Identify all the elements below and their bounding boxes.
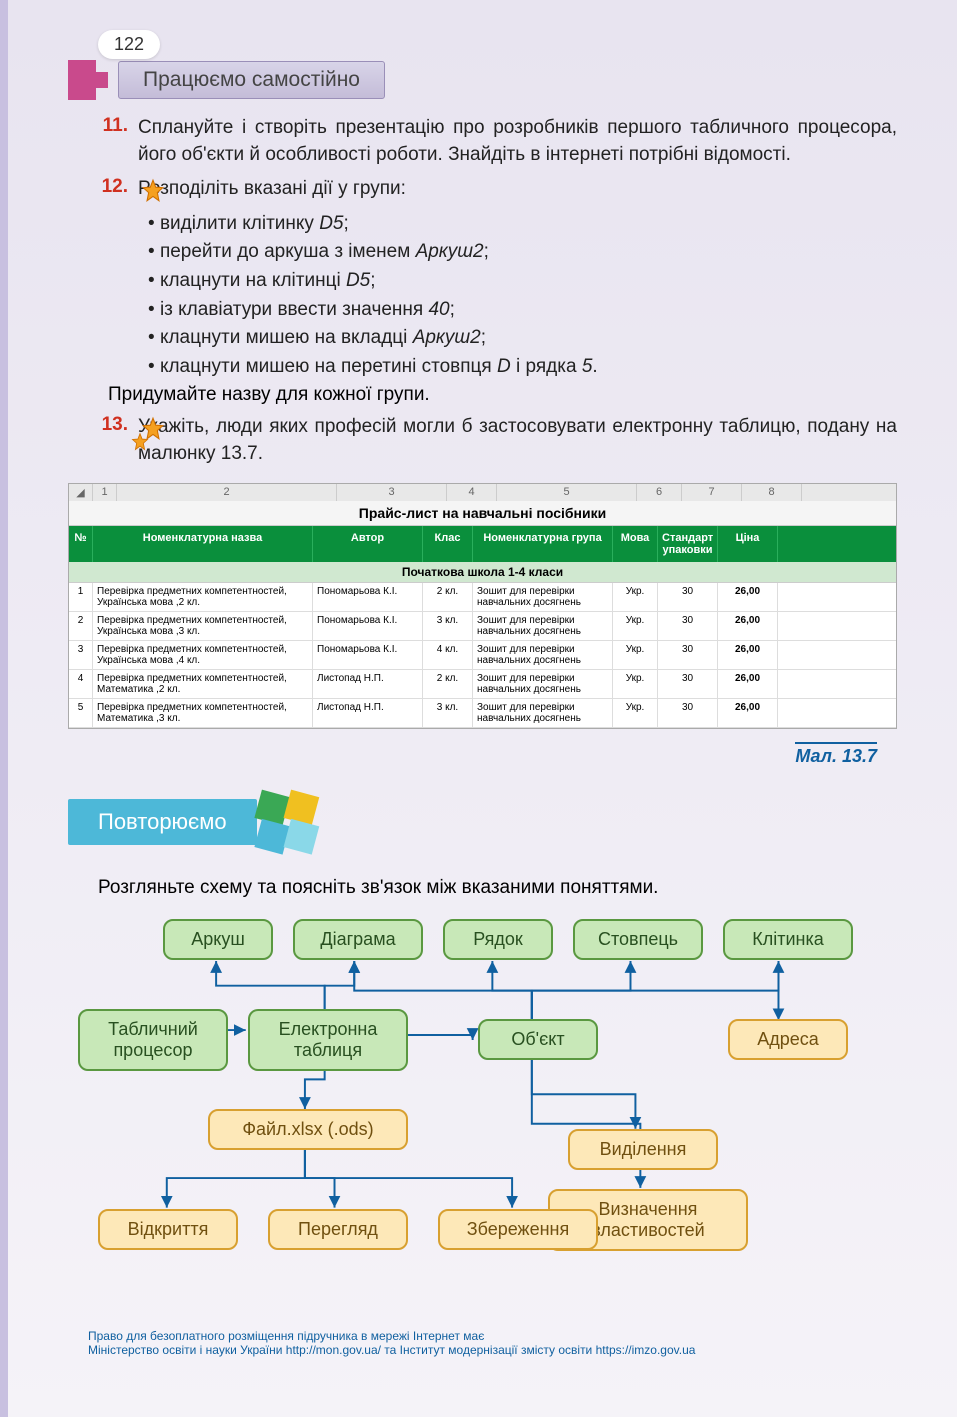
diagram-node-arkush: Аркуш	[163, 919, 273, 960]
diagram-node-etable: Електронна таблиця	[248, 1009, 408, 1071]
puzzle-colored-icon	[252, 787, 322, 857]
star-icon	[130, 432, 150, 452]
diagram-node-obekt: Об'єкт	[478, 1019, 598, 1060]
task-intro: Розподіліть вказані дії у групи:	[138, 176, 897, 203]
spreadsheet-title: Прайс-лист на навчальні посібники	[69, 501, 896, 526]
diagram-node-vydil: Виділення	[568, 1129, 718, 1170]
task-11: 11. Сплануйте і створіть презентацію про…	[98, 115, 897, 168]
bullet-item: клацнути мишею на перетині стовпця D і р…	[148, 354, 897, 381]
diagram-node-adresa: Адреса	[728, 1019, 848, 1060]
page-number: 122	[98, 30, 160, 59]
diagram-node-vidkr: Відкриття	[98, 1209, 238, 1250]
task-number: 12.	[98, 176, 138, 198]
diagram-node-ryadok: Рядок	[443, 919, 553, 960]
diagram-node-file: Файл.xlsx (.ods)	[208, 1109, 408, 1150]
star-icon	[140, 178, 166, 204]
task-12: 12. Розподіліть вказані дії у групи:	[98, 176, 897, 203]
diagram-node-zber: Збереження	[438, 1209, 598, 1250]
section-2-title: Повторюємо	[68, 799, 257, 845]
section-2-intro: Розгляньте схему та поясніть зв'язок між…	[98, 877, 897, 899]
column-letters: ◢ 1 2 3 4 5 6 7 8	[69, 484, 896, 501]
spreadsheet-header: № Номенклатурна назва Автор Клас Номенкл…	[69, 526, 896, 562]
table-row: 5Перевірка предметних компетентностей, М…	[69, 699, 896, 728]
diagram-node-tabproc: Табличний процесор	[78, 1009, 228, 1071]
table-row: 3Перевірка предметних компетентностей, У…	[69, 641, 896, 670]
bullet-item: перейти до аркуша з іменем Аркуш2;	[148, 239, 897, 266]
section-header-1: Працюємо самостійно	[68, 60, 897, 100]
table-row: 2Перевірка предметних компетентностей, У…	[69, 612, 896, 641]
task-12-closing: Придумайте назву для кожної групи.	[108, 384, 897, 406]
spreadsheet-subtitle: Початкова школа 1-4 класи	[69, 562, 896, 583]
bullet-item: виділити клітинку D5;	[148, 211, 897, 238]
diagram-node-stovpec: Стовпець	[573, 919, 703, 960]
diagram-node-pereg: Перегляд	[268, 1209, 408, 1250]
spreadsheet-rows: 1Перевірка предметних компетентностей, У…	[69, 583, 896, 728]
diagram-node-diagram: Діаграма	[293, 919, 423, 960]
task-12-bullets: виділити клітинку D5; перейти до аркуша …	[148, 211, 897, 381]
footer-text: Право для безоплатного розміщення підруч…	[68, 1329, 897, 1357]
spreadsheet-figure: ◢ 1 2 3 4 5 6 7 8 Прайс-лист на навчальн…	[68, 483, 897, 729]
bullet-item: із клавіатури ввести значення 40;	[148, 297, 897, 324]
diagram-node-klitynka: Клітинка	[723, 919, 853, 960]
task-text: Укажіть, люди яких професій могли б заст…	[138, 414, 897, 467]
figure-caption: Мал. 13.7	[795, 742, 877, 767]
table-row: 1Перевірка предметних компетентностей, У…	[69, 583, 896, 612]
puzzle-icon	[68, 60, 108, 100]
table-row: 4Перевірка предметних компетентностей, М…	[69, 670, 896, 699]
section-1-title: Працюємо самостійно	[118, 61, 385, 99]
section-header-2: Повторюємо	[68, 787, 897, 857]
textbook-page: 122 Працюємо самостійно 11. Сплануйте і …	[0, 0, 957, 1417]
bullet-item: клацнути мишею на вкладці Аркуш2;	[148, 325, 897, 352]
task-text: Сплануйте і створіть презентацію про роз…	[138, 115, 897, 168]
concept-diagram: Аркуш Діаграма Рядок Стовпець Клітинка Таблич…	[78, 919, 887, 1299]
task-number: 11.	[98, 115, 138, 137]
bullet-item: клацнути на клітинці D5;	[148, 268, 897, 295]
task-13: 13. Укажіть, люди яких професій могли б …	[98, 414, 897, 467]
